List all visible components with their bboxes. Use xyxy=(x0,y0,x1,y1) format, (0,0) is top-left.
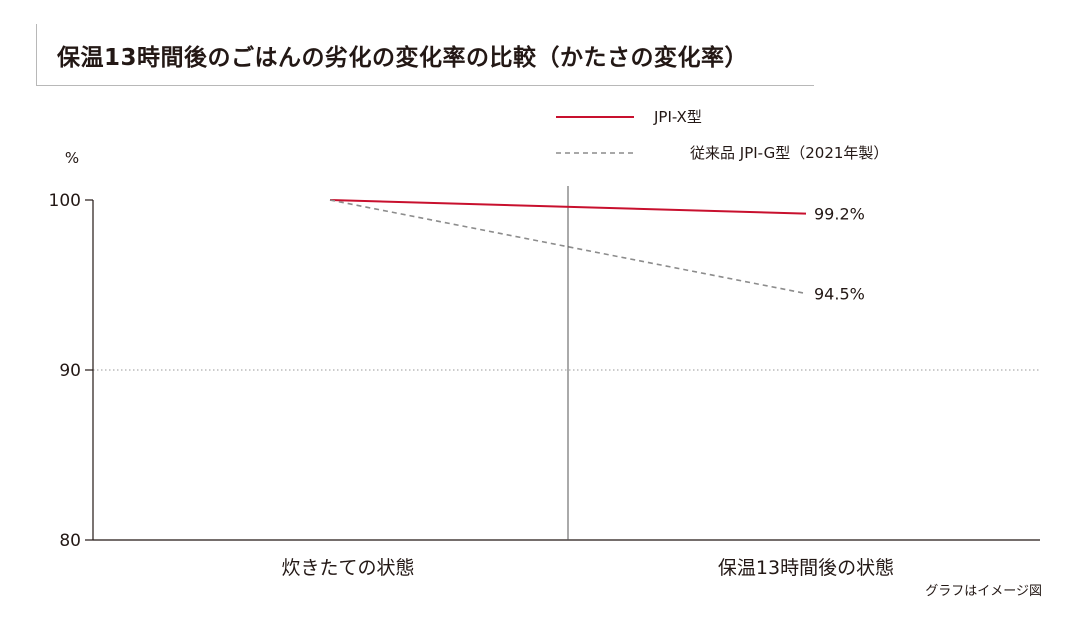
y-tick-label-100: 100 xyxy=(49,191,81,211)
y-tick-label-80: 80 xyxy=(59,531,81,551)
title-block: 保温13時間後のごはんの劣化の変化率の比較（かたさの変化率） xyxy=(36,24,814,86)
chart-title: 保温13時間後のごはんの劣化の変化率の比較（かたさの変化率） xyxy=(57,45,749,71)
legend-label-2: 従来品 JPI-G型（2021年製） xyxy=(690,144,888,162)
series-line-1 xyxy=(329,199,807,215)
x-category-label-2: 保温13時間後の状態 xyxy=(718,557,894,579)
y-unit-label: % xyxy=(65,149,79,167)
data-label-series-2: 94.5% xyxy=(814,285,865,304)
x-category-label-1: 炊きたての状態 xyxy=(281,557,414,579)
y-tick-label-90: 90 xyxy=(59,361,81,381)
image-note: グラフはイメージ図 xyxy=(925,584,1042,599)
data-label-series-1: 99.2% xyxy=(814,205,865,224)
legend-label-1: JPI-X型 xyxy=(653,108,702,126)
